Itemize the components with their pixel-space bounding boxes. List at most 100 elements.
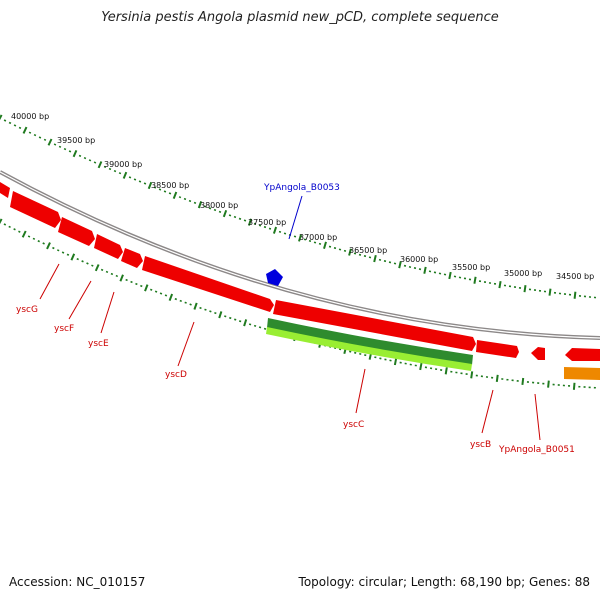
gene-arrow-green-light[interactable] — [266, 327, 472, 371]
tick-labels: 40000 bp 39500 bp 39000 bp 38500 bp 3800… — [11, 112, 594, 281]
tick-label: 36500 bp — [349, 246, 387, 255]
major-tick — [473, 276, 477, 284]
minor-tick — [105, 270, 109, 273]
minor-tick — [110, 272, 114, 276]
gene-label-yscf: yscF — [54, 324, 74, 334]
minor-tick — [108, 167, 112, 171]
major-tick — [448, 271, 452, 280]
gene-arrow-green-dark[interactable] — [267, 318, 473, 365]
minor-tick — [153, 186, 157, 189]
major-tick — [572, 382, 576, 390]
gene-label-ypangola-b0053: YpAngola_B0053 — [263, 183, 340, 193]
tick-label: 34500 bp — [556, 272, 594, 281]
minor-tick — [203, 205, 207, 208]
gene-arrow[interactable] — [565, 348, 600, 361]
leader-line-ypangola-b0051 — [534, 393, 541, 441]
leader-line-yscc — [355, 368, 366, 414]
minor-tick — [118, 172, 122, 175]
minor-tick — [113, 170, 117, 173]
minor-tick — [42, 242, 45, 245]
major-tick — [218, 311, 223, 319]
major-tick — [298, 234, 302, 242]
major-tick — [72, 149, 78, 158]
tick-label: 36000 bp — [400, 255, 438, 264]
tick-label: 37500 bp — [248, 218, 286, 227]
tick-label: 35500 bp — [452, 263, 490, 272]
minor-tick — [158, 188, 162, 191]
minor-tick — [149, 288, 153, 291]
backbone-inner — [0, 171, 600, 339]
gene-label-ysce: yscE — [88, 339, 109, 349]
minor-tick — [125, 278, 128, 282]
minor-tick — [32, 237, 36, 240]
minor-tick — [66, 253, 70, 256]
minor-tick — [52, 246, 55, 250]
minor-tick — [199, 306, 202, 310]
major-tick — [197, 201, 203, 209]
minor-tick — [53, 143, 57, 146]
major-tick — [423, 266, 427, 274]
gene-arrow[interactable] — [142, 256, 274, 312]
minor-tick — [76, 258, 79, 261]
leader-line-yscb — [481, 389, 494, 434]
minor-tick — [140, 284, 143, 288]
gene-label-yscd: yscD — [165, 370, 187, 380]
gene-arrow[interactable] — [94, 234, 123, 259]
map-title: Yersinia pestis Angola plasmid new_pCD, … — [101, 10, 499, 25]
gene-arrow[interactable] — [273, 300, 476, 351]
minor-tick — [37, 239, 41, 243]
minor-tick — [56, 249, 60, 252]
leader-line-ypangola-b0053 — [288, 195, 303, 240]
major-tick — [521, 377, 525, 386]
tick-label: 37000 bp — [299, 233, 337, 242]
minor-tick — [163, 190, 167, 193]
gene-arrow[interactable] — [10, 191, 61, 228]
minor-tick — [204, 308, 207, 311]
minor-tick — [88, 159, 92, 162]
minor-tick — [208, 207, 212, 210]
minor-tick — [178, 196, 182, 199]
minor-tick — [143, 182, 147, 185]
minor-tick — [33, 134, 37, 137]
minor-tick — [188, 199, 192, 203]
tick-label: 39500 bp — [57, 136, 95, 145]
tick-label: 39000 bp — [104, 160, 142, 169]
minor-tick — [3, 223, 7, 226]
major-tick — [373, 254, 377, 263]
major-tick — [419, 362, 423, 371]
summary-label: Topology: circular; Length: 68,190 bp; G… — [298, 575, 590, 589]
gene-arrow[interactable] — [531, 347, 545, 360]
gene-arrow[interactable] — [58, 217, 95, 246]
minor-tick — [154, 290, 158, 293]
accession-label: Accession: NC_010157 — [9, 575, 146, 589]
gene-arrow[interactable] — [0, 182, 10, 198]
leader-line-yscf — [68, 280, 92, 320]
minor-tick — [258, 326, 262, 329]
minor-tick — [83, 157, 87, 160]
major-tick — [70, 253, 76, 261]
minor-tick — [43, 138, 47, 141]
gene-arrow[interactable] — [476, 340, 519, 358]
minor-tick — [8, 121, 12, 125]
minor-tick — [159, 292, 163, 295]
minor-tick — [168, 192, 172, 195]
tick-label: 38000 bp — [200, 201, 238, 210]
minor-tick — [28, 131, 32, 134]
gene-arrow-blue[interactable] — [266, 269, 283, 286]
minor-tick — [68, 150, 72, 153]
leader-line-yscd — [177, 321, 195, 367]
major-tick — [119, 274, 124, 282]
major-tick — [168, 293, 174, 301]
gene-arrow-orange[interactable] — [564, 367, 600, 380]
major-tick — [0, 218, 3, 225]
gene-label-yscb: yscB — [470, 440, 491, 450]
minor-tick — [238, 320, 242, 323]
gene-label-yscc: yscC — [343, 420, 364, 430]
major-tick — [243, 319, 248, 327]
minor-tick — [228, 214, 232, 217]
tick-label: 35000 bp — [504, 269, 542, 278]
gene-arrow[interactable] — [121, 248, 143, 268]
minor-tick — [133, 178, 137, 181]
major-tick — [144, 284, 149, 292]
